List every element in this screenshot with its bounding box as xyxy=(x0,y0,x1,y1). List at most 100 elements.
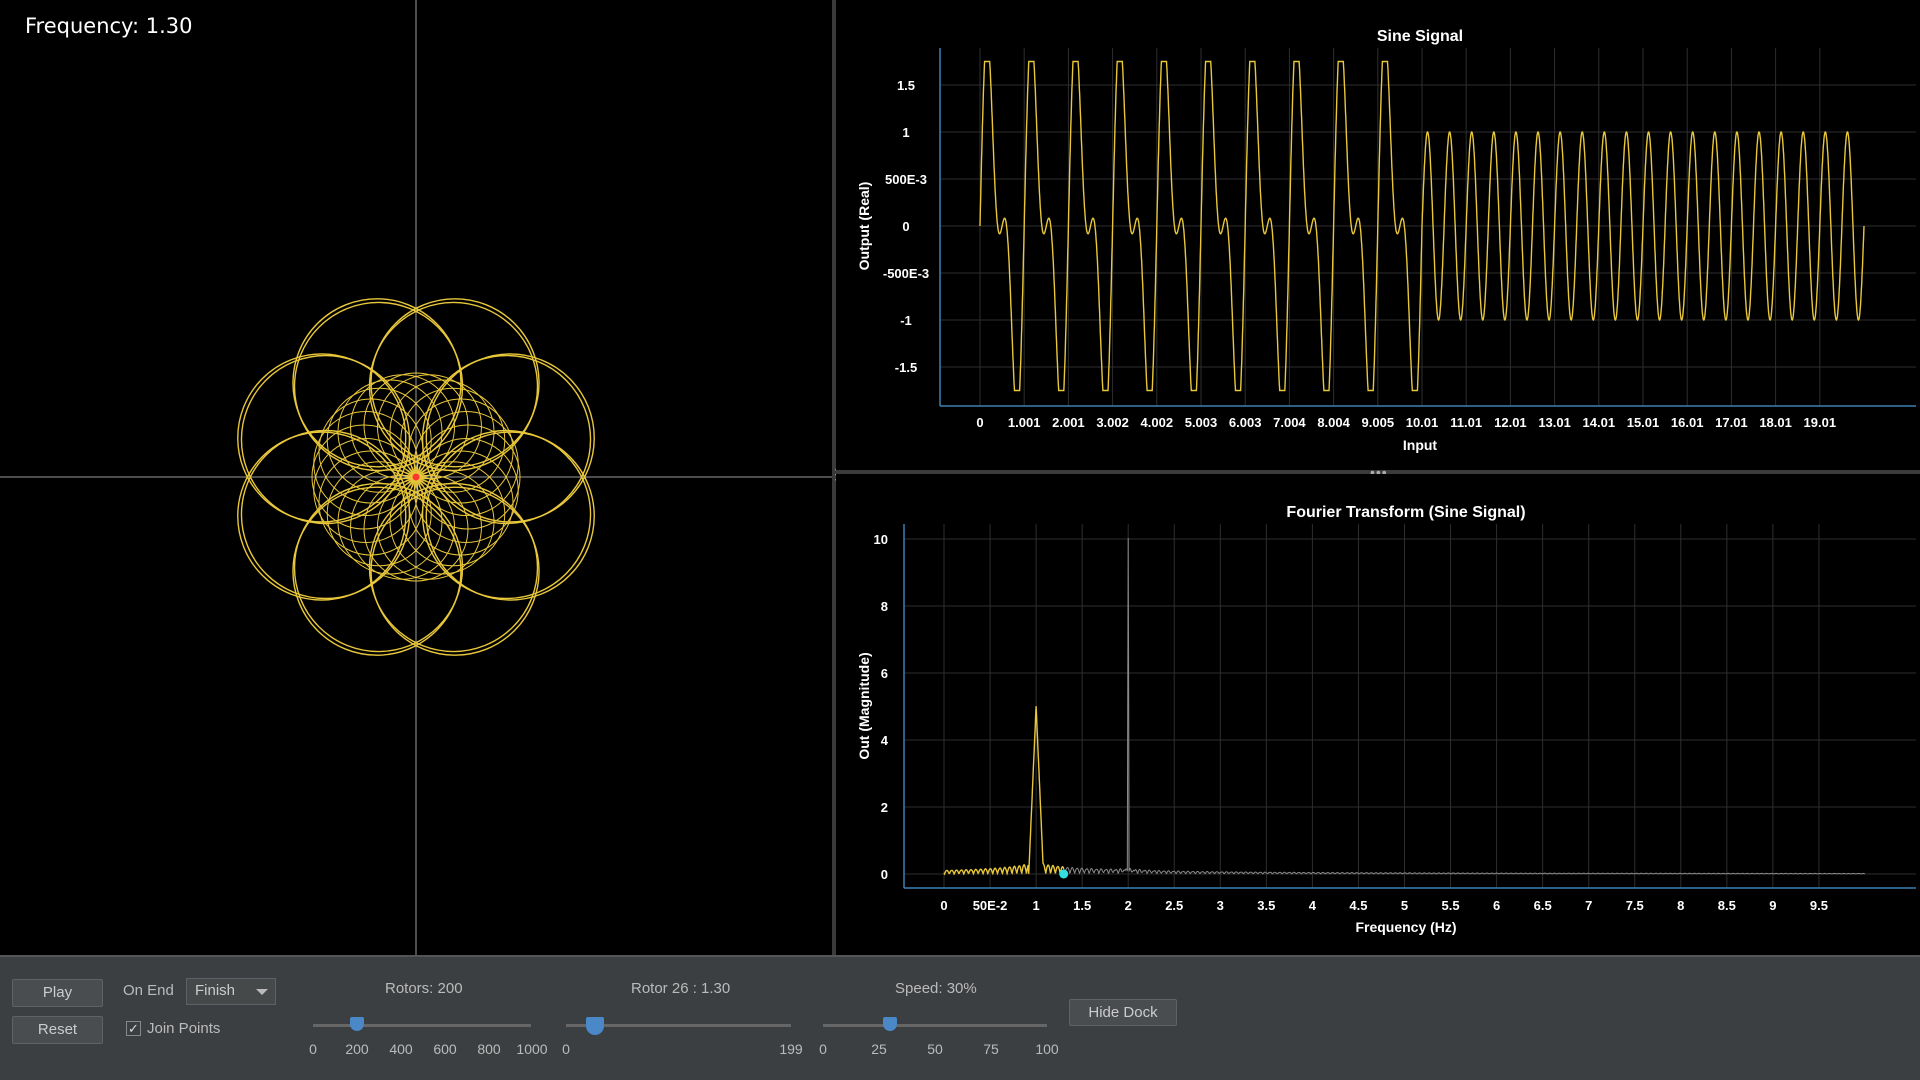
speed-slider-track[interactable] xyxy=(823,1024,1047,1027)
y-tick-label: 1.5 xyxy=(897,78,915,93)
join-points-checkbox[interactable]: ✓ xyxy=(126,1021,141,1036)
y-tick-label: 0 xyxy=(902,219,909,234)
x-tick-label: 2.001 xyxy=(1052,415,1085,430)
rotors-slider-thumb[interactable] xyxy=(349,1017,364,1031)
y-tick-label: 10 xyxy=(874,532,888,547)
rotor-canvas[interactable]: Frequency: 1.30 xyxy=(0,0,832,955)
slider-tick-label: 600 xyxy=(433,1041,457,1057)
x-tick-label: 8 xyxy=(1677,898,1684,913)
x-tick-label: 2 xyxy=(1125,898,1132,913)
checkmark-icon: ✓ xyxy=(128,1021,139,1036)
x-tick-label: 50E-2 xyxy=(973,898,1008,913)
rotor-ring xyxy=(400,387,506,493)
sine-series-line xyxy=(979,60,1865,392)
x-tick-label: 0 xyxy=(940,898,947,913)
play-button[interactable]: Play xyxy=(12,979,103,1007)
y-tick-label: -1.5 xyxy=(895,360,917,375)
x-tick-label: 10.01 xyxy=(1406,415,1439,430)
x-tick-label: 3.5 xyxy=(1257,898,1275,913)
horizontal-splitter[interactable] xyxy=(836,470,1920,474)
join-points-label: Join Points xyxy=(147,1020,221,1037)
fourier-remaining-line xyxy=(1063,537,1866,875)
y-tick-label: 0 xyxy=(881,867,888,882)
slider-tick-label: 100 xyxy=(1035,1041,1059,1057)
fourier-chart-svg: Fourier Transform (Sine Signal) Frequenc… xyxy=(856,504,1916,935)
control-dock: Play Reset On End Finish ✓ Join Points R… xyxy=(0,955,1920,1080)
fourier-chart: Fourier Transform (Sine Signal) Frequenc… xyxy=(836,474,1920,955)
y-axis-label: Out (Magnitude) xyxy=(856,652,872,759)
rotor-petal xyxy=(425,353,595,523)
x-tick-label: 7.004 xyxy=(1273,415,1306,430)
x-tick-label: 5 xyxy=(1401,898,1408,913)
rotor-ring xyxy=(408,398,514,504)
y-tick-label: 500E-3 xyxy=(885,172,927,187)
rotor-petal xyxy=(370,486,540,656)
rotor-center-point xyxy=(412,473,420,481)
frequency-label: Frequency: 1.30 xyxy=(25,14,193,38)
vertical-splitter[interactable] xyxy=(832,0,836,955)
slider-tick-label: 50 xyxy=(927,1041,943,1057)
rotor-drawing xyxy=(0,0,832,955)
x-tick-label: 6 xyxy=(1493,898,1500,913)
y-tick-label: 6 xyxy=(881,666,888,681)
y-tick-label: 1 xyxy=(902,125,909,140)
x-tick-label: 9 xyxy=(1769,898,1776,913)
rotor-petal xyxy=(237,431,407,601)
x-tick-label: 4.5 xyxy=(1349,898,1367,913)
on-end-value: Finish xyxy=(195,982,236,999)
slider-tick-label: 400 xyxy=(389,1041,413,1057)
x-tick-label: 6.5 xyxy=(1534,898,1552,913)
x-tick-label: 3.002 xyxy=(1096,415,1129,430)
x-tick-label: 18.01 xyxy=(1759,415,1792,430)
current-frequency-marker xyxy=(1059,869,1069,879)
rotor-ring xyxy=(389,379,495,485)
rotor-slider-thumb[interactable] xyxy=(586,1017,605,1035)
slider-tick-label: 0 xyxy=(819,1041,827,1057)
x-axis-label: Input xyxy=(1403,437,1438,453)
rotor-ring xyxy=(413,411,519,517)
slider-tick-label: 199 xyxy=(779,1041,803,1057)
rotor-ring xyxy=(376,374,482,480)
on-end-select[interactable]: Finish xyxy=(186,978,276,1005)
x-tick-label: 17.01 xyxy=(1715,415,1748,430)
x-tick-label: 3 xyxy=(1217,898,1224,913)
rotors-slider-track[interactable] xyxy=(313,1024,531,1027)
slider-tick-label: 200 xyxy=(345,1041,369,1057)
chart-title: Fourier Transform (Sine Signal) xyxy=(1286,504,1525,521)
x-tick-label: 6.003 xyxy=(1229,415,1262,430)
y-tick-label: 4 xyxy=(881,733,889,748)
y-tick-label: 8 xyxy=(881,599,888,614)
x-tick-label: 9.005 xyxy=(1362,415,1395,430)
y-tick-label: 2 xyxy=(881,800,888,815)
rotor-petal xyxy=(425,431,595,601)
x-tick-label: 11.01 xyxy=(1450,415,1482,430)
x-tick-label: 4.002 xyxy=(1141,415,1174,430)
sine-signal-chart: Sine Signal Input Output (Real) 0 1.001 2.… xyxy=(836,0,1920,470)
x-tick-label: 0 xyxy=(976,415,983,430)
x-tick-label: 16.01 xyxy=(1671,415,1704,430)
x-tick-label: 5.003 xyxy=(1185,415,1218,430)
slider-tick-label: 1000 xyxy=(516,1041,548,1057)
x-tick-label: 13.01 xyxy=(1538,415,1571,430)
reset-button[interactable]: Reset xyxy=(12,1016,103,1044)
slider-tick-label: 800 xyxy=(477,1041,501,1057)
x-axis-label: Frequency (Hz) xyxy=(1355,919,1456,935)
speed-slider-thumb[interactable] xyxy=(883,1017,898,1031)
rotor-petal xyxy=(292,298,462,468)
x-tick-label: 8.5 xyxy=(1718,898,1736,913)
rotor-slider-track[interactable] xyxy=(566,1024,791,1027)
slider-tick-label: 75 xyxy=(983,1041,999,1057)
on-end-label: On End xyxy=(123,982,174,999)
rotor-petal xyxy=(370,298,540,468)
x-tick-label: 5.5 xyxy=(1442,898,1460,913)
x-tick-label: 1.001 xyxy=(1008,415,1041,430)
y-tick-label: -500E-3 xyxy=(883,266,929,281)
x-tick-label: 2.5 xyxy=(1165,898,1183,913)
x-tick-label: 12.01 xyxy=(1494,415,1527,430)
speed-label: Speed: 30% xyxy=(895,980,977,997)
x-tick-label: 7 xyxy=(1585,898,1592,913)
chart-title: Sine Signal xyxy=(1377,28,1463,45)
x-tick-label: 4 xyxy=(1309,898,1317,913)
hide-dock-button[interactable]: Hide Dock xyxy=(1069,999,1177,1026)
